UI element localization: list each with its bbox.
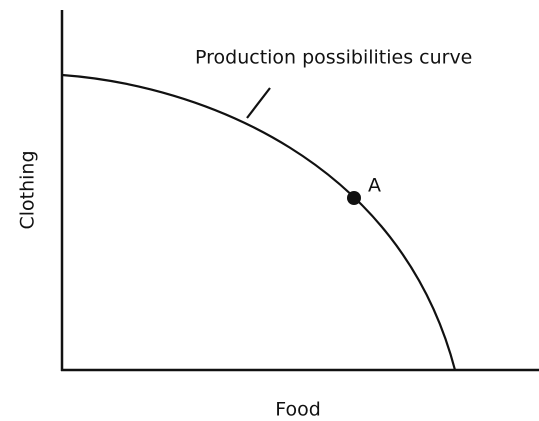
point-a <box>347 191 361 205</box>
ppc-curve <box>61 73 457 371</box>
curve-label: Production possibilities curve <box>195 47 472 69</box>
point-label: A <box>368 175 381 197</box>
leader-line <box>246 87 271 119</box>
y-axis-label: Clothing <box>17 150 39 229</box>
x-axis-label: Food <box>275 399 321 421</box>
